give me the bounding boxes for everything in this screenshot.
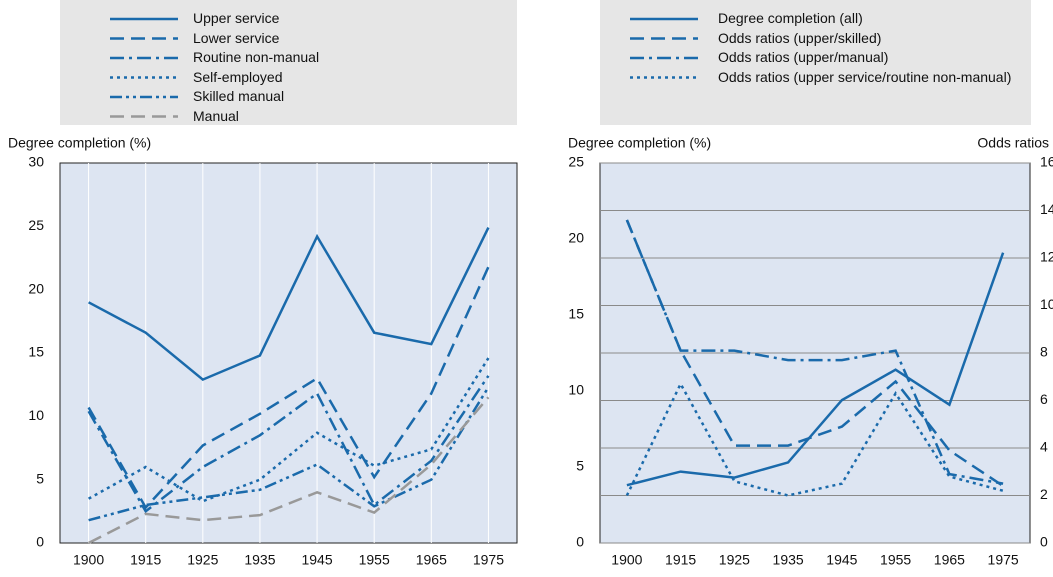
y-axis-title: Degree completion (%) <box>568 135 711 151</box>
x-tick-label: 1915 <box>130 552 161 568</box>
series-line <box>88 227 490 382</box>
x-tick-label: 1945 <box>301 552 332 568</box>
x-tick-label: 1965 <box>934 552 965 568</box>
x-tick-label: 1945 <box>826 552 857 568</box>
legend-label: Odds ratios (upper service/routine non-m… <box>718 68 1012 85</box>
x-tick-label: 1965 <box>416 552 447 568</box>
x-tick-label: 1935 <box>244 552 275 568</box>
x-tick-label: 1975 <box>473 552 504 568</box>
legend-label: Skilled manual <box>193 88 285 104</box>
legend-label: Odds ratios (upper/manual) <box>718 49 889 65</box>
series-line <box>88 386 490 522</box>
legend-box <box>60 0 517 125</box>
y-tick-label: 15 <box>28 344 44 360</box>
plot-area <box>59 162 518 544</box>
legend-label: Odds ratios (upper/skilled) <box>718 29 882 46</box>
y2-tick-label: 6 <box>1040 391 1048 407</box>
y-tick-label: 10 <box>28 407 44 423</box>
y-tick-label: 5 <box>36 470 44 486</box>
x-tick-label: 1955 <box>880 552 911 568</box>
series-line <box>88 396 490 545</box>
legend-label: Upper service <box>193 10 280 26</box>
x-tick-label: 1935 <box>773 552 804 568</box>
y2-tick-label: 0 <box>1040 534 1048 550</box>
y-tick-label: 25 <box>28 217 44 233</box>
y-tick-label: 25 <box>568 154 584 170</box>
y2-tick-label: 12 <box>1040 249 1053 265</box>
y2-tick-label: 14 <box>1040 201 1053 217</box>
legend-label: Routine non-manual <box>193 49 320 65</box>
y2-tick-label: 2 <box>1040 486 1048 502</box>
series-line <box>625 381 1004 497</box>
series-line <box>625 219 1004 488</box>
y2-tick-label: 4 <box>1040 439 1048 455</box>
series-line <box>87 266 490 510</box>
y-axis-title: Degree completion (%) <box>8 135 151 151</box>
legend-label: Lower service <box>193 29 280 46</box>
y2-tick-label: 8 <box>1040 344 1048 360</box>
series-line <box>626 252 1005 487</box>
y-tick-label: 15 <box>568 306 584 322</box>
x-tick-label: 1900 <box>73 552 104 568</box>
x-tick-label: 1975 <box>988 552 1019 568</box>
legend-label: Manual <box>193 107 239 124</box>
y-tick-label: 30 <box>28 154 44 170</box>
legend-label: Self-employed <box>193 68 283 85</box>
legend-label: Degree completion (all) <box>718 10 863 26</box>
series-line <box>625 219 1004 485</box>
y-tick-label: 10 <box>568 382 584 398</box>
y-tick-label: 20 <box>28 280 44 296</box>
x-tick-label: 1925 <box>719 552 750 568</box>
y-tick-label: 5 <box>576 458 584 474</box>
x-tick-label: 1955 <box>359 552 390 568</box>
y-tick-label: 0 <box>36 534 44 550</box>
x-tick-label: 1900 <box>611 552 642 568</box>
y-tick-label: 20 <box>568 230 584 246</box>
legend-box <box>600 0 1031 125</box>
y2-tick-label: 10 <box>1040 296 1053 312</box>
y2-tick-label: 16 <box>1040 154 1053 170</box>
y2-axis-title: Odds ratios <box>977 135 1049 151</box>
x-tick-label: 1915 <box>665 552 696 568</box>
x-tick-label: 1925 <box>187 552 218 568</box>
y-tick-label: 0 <box>576 534 584 550</box>
